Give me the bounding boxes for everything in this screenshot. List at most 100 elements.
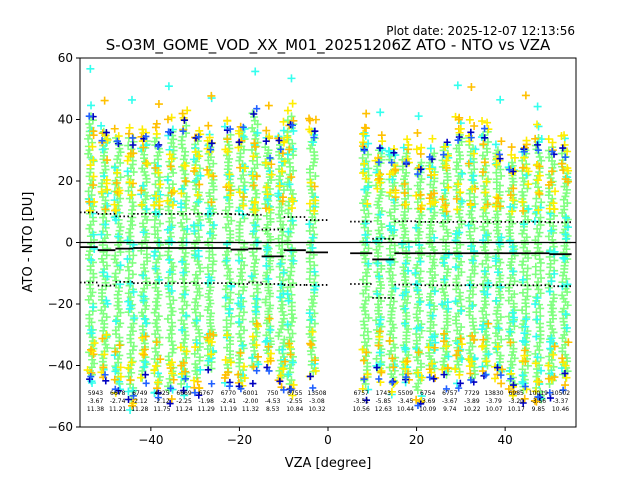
data-point (156, 180, 165, 189)
scatter-column (530, 102, 546, 406)
data-point (481, 188, 490, 197)
data-point (283, 133, 292, 142)
data-point (207, 350, 216, 359)
data-point (311, 172, 320, 181)
data-point (138, 349, 147, 358)
data-point (86, 292, 95, 301)
data-point (235, 347, 244, 356)
data-point (137, 186, 146, 195)
data-point (278, 345, 287, 354)
data-point (101, 220, 110, 229)
data-point (375, 174, 384, 183)
data-point (126, 217, 135, 226)
data-point (265, 132, 274, 141)
data-point (430, 149, 439, 158)
data-point (189, 155, 198, 164)
data-point (284, 227, 293, 236)
data-point (492, 344, 501, 353)
data-point (114, 201, 123, 210)
column-annotation: 7729 -3.89 10.22 (463, 390, 480, 413)
data-point (518, 260, 527, 269)
data-point (280, 335, 289, 344)
x-tick-label: 20 (409, 433, 424, 447)
data-point (254, 360, 263, 369)
data-point (89, 181, 98, 190)
data-point (385, 208, 394, 217)
data-point (222, 323, 231, 332)
column-annotation: 13830 -3.79 10.07 (485, 390, 504, 413)
data-point (507, 143, 516, 152)
data-point (223, 368, 232, 377)
data-point (156, 190, 165, 199)
data-point (167, 237, 176, 246)
data-point (102, 330, 111, 339)
data-point (372, 237, 381, 246)
data-point (546, 209, 555, 218)
data-point (112, 276, 121, 285)
column-annotation: 6749 -2.12 11.28 (131, 390, 148, 413)
data-point (305, 116, 314, 125)
data-point (179, 256, 188, 265)
data-point (286, 350, 295, 359)
data-point (551, 187, 560, 196)
data-point (89, 230, 98, 239)
annotation-line: 10.46 (552, 406, 569, 413)
y-tick-label: −60 (48, 420, 73, 434)
data-point (88, 155, 97, 164)
data-point (417, 165, 425, 173)
data-point (310, 267, 319, 276)
data-point (284, 275, 293, 284)
data-point (545, 287, 554, 296)
annotation-line: 11.24 (175, 406, 192, 413)
data-point (154, 100, 163, 109)
data-point (166, 361, 175, 370)
data-point (469, 256, 478, 265)
data-point (404, 140, 413, 149)
data-point (470, 224, 479, 233)
data-point (261, 143, 270, 152)
data-point (391, 284, 400, 293)
data-point (253, 128, 262, 137)
data-point (239, 192, 248, 201)
data-point (402, 200, 411, 209)
data-point (417, 143, 426, 152)
data-point (195, 152, 204, 161)
data-point (550, 256, 559, 265)
scatter-column (189, 126, 205, 399)
data-point (482, 357, 491, 366)
data-point (289, 314, 298, 323)
data-point (362, 109, 371, 118)
data-point (389, 363, 398, 372)
data-point (457, 340, 466, 349)
data-point (414, 368, 423, 377)
data-point (564, 166, 573, 175)
data-point (128, 221, 137, 230)
data-point (497, 379, 506, 388)
data-point (550, 269, 559, 278)
annotation-line: -3.45 (398, 398, 414, 405)
data-point (481, 125, 489, 133)
scatter-column (398, 135, 413, 387)
annotation-line: 10.84 (286, 406, 303, 413)
data-point (101, 205, 110, 214)
data-point (151, 344, 160, 353)
data-point (113, 137, 121, 145)
data-point (547, 277, 556, 286)
data-point (288, 139, 297, 148)
data-point (182, 215, 191, 224)
data-point (276, 213, 285, 222)
data-point (99, 268, 108, 277)
data-point (547, 226, 556, 235)
data-point (546, 389, 554, 397)
data-point (358, 384, 367, 393)
data-point (138, 333, 147, 342)
data-point (505, 236, 514, 245)
scatter-column (274, 117, 289, 394)
data-point (311, 356, 320, 365)
scatter-column (110, 124, 125, 397)
annotation-line: 10.56 (353, 406, 370, 413)
data-point (518, 275, 527, 284)
data-point (192, 339, 201, 348)
data-point (466, 201, 475, 210)
data-point (190, 226, 199, 235)
